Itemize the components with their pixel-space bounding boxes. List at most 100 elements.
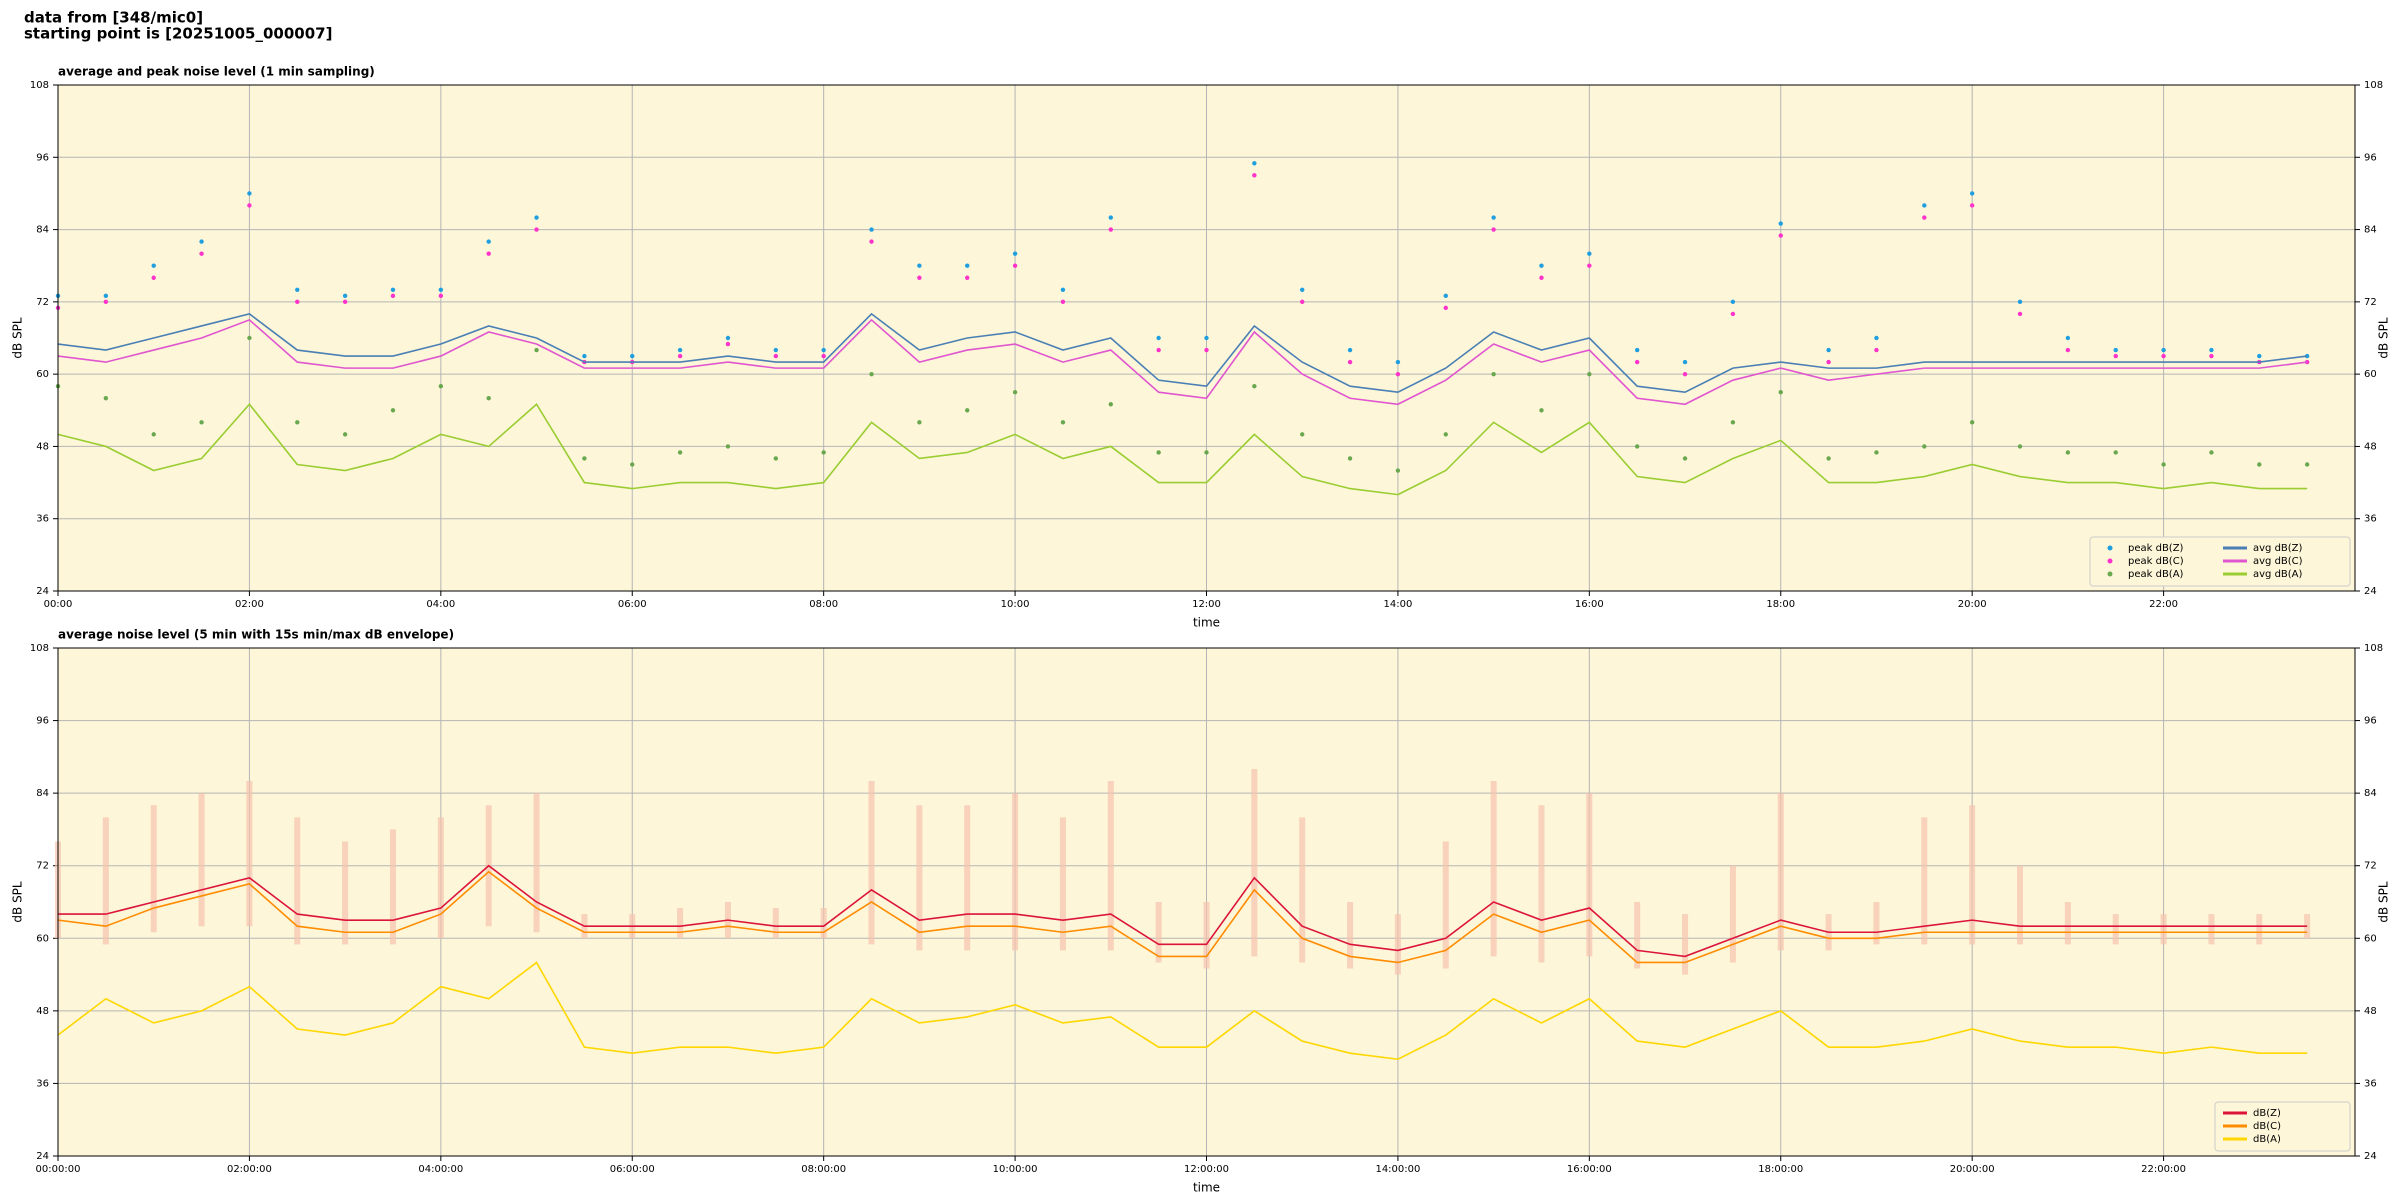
peak-point — [1682, 371, 1688, 377]
y-tick-label: 108 — [30, 80, 49, 91]
y-tick-label: 48 — [36, 441, 49, 452]
peak-point — [2161, 347, 2166, 353]
legend-label: peak dB(A) — [2128, 569, 2184, 580]
chart-title: average and peak noise level (1 min samp… — [58, 65, 375, 79]
y-tick-label: 96 — [36, 152, 49, 163]
peak-point — [390, 287, 396, 293]
peak-point — [2257, 462, 2262, 467]
peak-point — [438, 293, 444, 299]
peak-point — [677, 450, 683, 455]
peak-point — [2065, 450, 2071, 455]
series-line — [57, 403, 2308, 496]
peak-point — [295, 287, 300, 293]
y-tick-label: 72 — [2364, 297, 2377, 308]
peak-point — [103, 299, 109, 305]
x-tick-label: 22:00 — [2149, 599, 2178, 610]
peak-point — [438, 287, 444, 293]
peak-point — [2017, 444, 2023, 449]
peak-point — [247, 191, 252, 196]
peak-point — [869, 227, 874, 232]
legend-label: dB(C) — [2253, 1121, 2281, 1132]
peak-point — [1874, 335, 1879, 341]
x-tick-label: 12:00:00 — [1184, 1164, 1229, 1175]
peak-point — [869, 239, 874, 244]
peak-point — [151, 263, 156, 268]
y-tick-label: 36 — [2364, 1078, 2377, 1089]
y-tick-label: 72 — [36, 297, 49, 308]
peak-point — [390, 408, 396, 413]
x-tick-label: 20:00:00 — [1950, 1164, 1995, 1175]
peak-point — [1395, 359, 1401, 365]
y-tick-label: 24 — [36, 1151, 49, 1162]
peak-point — [917, 275, 922, 280]
y-tick-label: 24 — [36, 586, 49, 597]
peak-point — [1634, 347, 1640, 353]
x-tick-label: 06:00:00 — [610, 1164, 655, 1175]
peak-point — [1108, 227, 1113, 232]
peak-point — [1682, 456, 1688, 461]
peak-point — [1395, 371, 1401, 377]
y-tick-label: 60 — [2364, 933, 2377, 944]
x-tick-label: 06:00 — [618, 599, 647, 610]
legend-label: peak dB(Z) — [2128, 543, 2184, 554]
peak-point — [2065, 347, 2071, 353]
peak-point — [582, 456, 587, 461]
peak-point — [199, 251, 204, 256]
y-tick-label: 72 — [36, 861, 49, 872]
y-axis-label: dB SPL — [11, 881, 25, 923]
peak-point — [725, 341, 731, 347]
peak-point — [869, 371, 874, 377]
peak-point — [1060, 420, 1066, 425]
x-tick-label: 14:00:00 — [1375, 1164, 1420, 1175]
peak-point — [1204, 335, 1209, 341]
peak-point — [2113, 450, 2118, 455]
peak-point — [2113, 347, 2118, 353]
peak-point — [1922, 215, 1927, 220]
legend-label: avg dB(C) — [2253, 556, 2303, 567]
peak-point — [1587, 371, 1592, 377]
peak-point — [390, 293, 396, 299]
x-tick-label: 20:00 — [1958, 599, 1987, 610]
x-tick-label: 08:00:00 — [801, 1164, 846, 1175]
peak-point — [1634, 444, 1640, 449]
peak-point — [1491, 227, 1496, 232]
peak-point — [1204, 347, 1209, 353]
peak-point — [534, 215, 539, 220]
peak-point — [1108, 215, 1113, 220]
legend-box — [2214, 1101, 2351, 1152]
peak-point — [1443, 305, 1448, 311]
peak-point — [917, 420, 922, 425]
x-tick-label: 14:00 — [1384, 599, 1413, 610]
peak-point — [2017, 299, 2023, 305]
peak-point — [821, 347, 826, 353]
y-tick-label: 84 — [36, 225, 49, 236]
peak-point — [151, 432, 156, 437]
y-tick-label: 108 — [30, 643, 49, 654]
y-tick-label: 96 — [36, 716, 49, 727]
y-tick-label: 108 — [2364, 643, 2383, 654]
y-tick-label: 84 — [2364, 788, 2377, 799]
peak-point — [1969, 203, 1975, 208]
peak-point — [295, 299, 300, 305]
peak-point — [1347, 456, 1353, 461]
peak-point — [630, 353, 635, 359]
peak-point — [486, 396, 491, 401]
peak-point — [725, 335, 731, 341]
y-axis-label: dB SPL — [2377, 881, 2391, 923]
legend-label: dB(A) — [2253, 1134, 2281, 1145]
peak-point — [486, 239, 491, 244]
peak-point — [1969, 191, 1975, 196]
peak-point — [199, 239, 204, 244]
peak-point — [1156, 450, 1161, 455]
peak-point — [2209, 347, 2214, 353]
peak-point — [2017, 311, 2023, 317]
peak-point — [1156, 347, 1161, 353]
legend-label: peak dB(C) — [2128, 556, 2184, 567]
peak-point — [821, 353, 826, 359]
peak-point — [1252, 383, 1257, 389]
peak-point — [2161, 462, 2166, 467]
legend-marker — [2107, 558, 2113, 564]
peak-point — [534, 347, 539, 353]
y-tick-label: 48 — [2364, 441, 2377, 452]
